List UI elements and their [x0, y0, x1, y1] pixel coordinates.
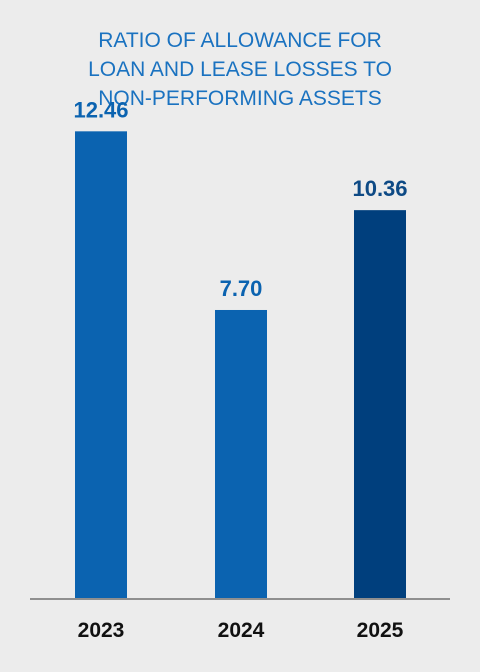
category-labels: 2023 2024 2025	[78, 619, 404, 642]
bar-2023	[75, 131, 127, 599]
data-label-2023: 12.46	[73, 97, 128, 122]
chart-title: RATIO OF ALLOWANCE FOR LOAN AND LEASE LO…	[88, 29, 392, 110]
bar-2024	[215, 309, 267, 599]
bar-series: 12.46 7.70 10.36	[73, 97, 408, 599]
bar-2025	[354, 210, 406, 599]
x-tick-label-2024: 2024	[218, 619, 265, 642]
x-tick-label-2023: 2023	[78, 619, 125, 642]
chart-title-line-2: LOAN AND LEASE LOSSES TO	[88, 58, 392, 81]
chart-title-line-1: RATIO OF ALLOWANCE FOR	[98, 29, 382, 52]
data-label-2024: 7.70	[220, 276, 263, 301]
data-label-2025: 10.36	[352, 176, 407, 201]
x-tick-label-2025: 2025	[357, 619, 404, 642]
chart-title-line-3: NON-PERFORMING ASSETS	[98, 87, 382, 110]
